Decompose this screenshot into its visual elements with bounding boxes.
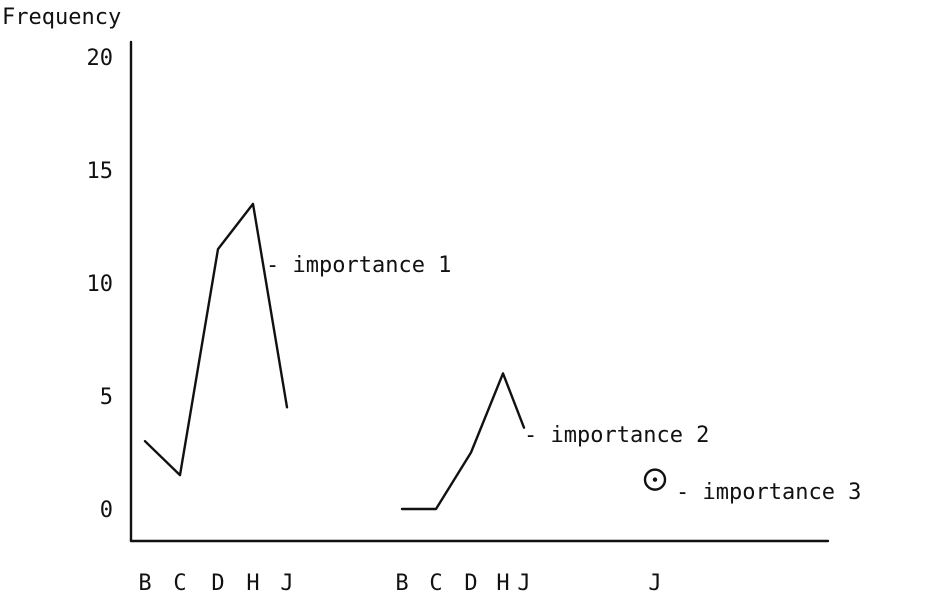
series-2-annotation: - importance 2 — [524, 423, 709, 448]
y-tick-label: 15 — [87, 159, 114, 184]
y-tick-label: 0 — [100, 498, 113, 523]
x-tick-label: J — [517, 571, 530, 596]
x-tick-label: D — [464, 571, 477, 596]
y-tick-labels: 0 5 10 15 20 — [87, 46, 114, 523]
series-3-annotation: - importance 3 — [676, 480, 861, 505]
series-1-annotation: - importance 1 — [266, 253, 451, 278]
x-tick-label: J — [648, 571, 661, 596]
x-tick-label: D — [211, 571, 224, 596]
series-annotations: - importance 1 - importance 2 - importance… — [266, 253, 861, 505]
chart-axes — [129, 40, 830, 543]
series-1-line — [143, 202, 289, 477]
series-3-marker — [643, 468, 667, 491]
x-tick-label: C — [429, 571, 442, 596]
y-tick-label: 20 — [87, 46, 114, 71]
series-3-marker-dot — [652, 477, 658, 482]
y-tick-label: 5 — [100, 385, 113, 410]
x-tick-label: J — [280, 571, 293, 596]
y-tick-label: 10 — [87, 272, 114, 297]
x-tick-label: C — [173, 571, 186, 596]
x-tick-label: B — [138, 571, 151, 596]
y-axis-label: Frequency — [2, 5, 121, 30]
series-layer — [143, 202, 667, 511]
series-2-line — [400, 372, 526, 511]
x-tick-label: H — [496, 571, 509, 596]
x-tick-label: B — [395, 571, 408, 596]
x-tick-label: H — [246, 571, 259, 596]
